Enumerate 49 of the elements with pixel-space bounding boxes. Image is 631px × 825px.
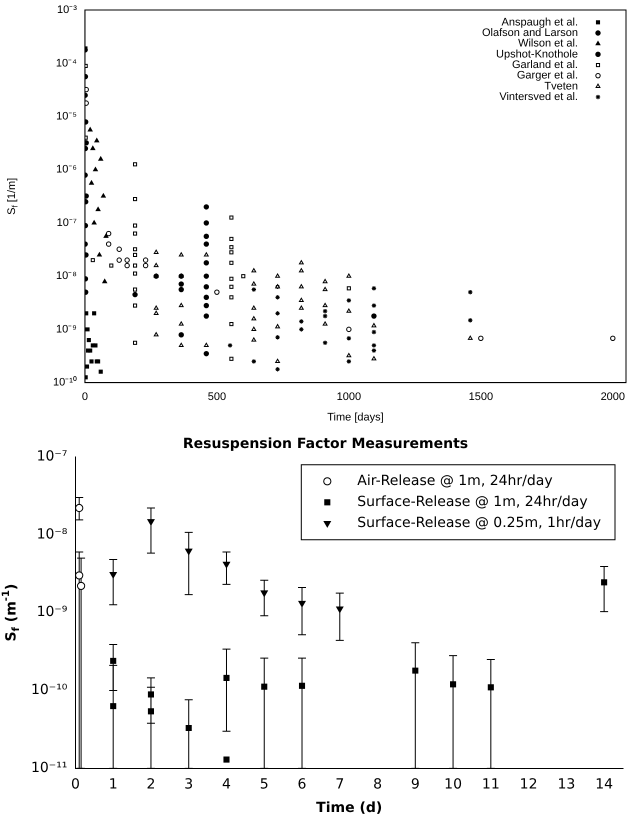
legend-label: Surface-Release @ 0.25m, 1hr/day xyxy=(357,514,601,531)
x-tick-label: 6 xyxy=(298,776,307,792)
x-tick-label: 13 xyxy=(557,776,576,792)
x-axis-title: Time [days] xyxy=(327,411,384,424)
legend-label: Olafson and Larson xyxy=(482,27,578,40)
y-tick-label: 10⁻⁶ xyxy=(56,164,77,176)
chart-title: Resuspension Factor Measurements xyxy=(182,436,468,452)
y-tick-label: 10⁻³ xyxy=(56,4,78,16)
x-tick-label: 9 xyxy=(410,776,420,792)
y-tick-label: 10⁻¹⁰ xyxy=(30,682,68,698)
x-tick-label: 2000 xyxy=(600,391,626,404)
y-tick-label: 10⁻⁹ xyxy=(56,323,77,336)
x-tick-label: 14 xyxy=(595,776,614,792)
y-tick-label: 10⁻⁷ xyxy=(36,448,68,464)
y-tick-label: 10⁻¹⁰ xyxy=(52,376,77,389)
y-tick-label: 10⁻⁹ xyxy=(36,604,68,620)
x-tick-label: 0 xyxy=(82,391,88,404)
legend-label: Surface-Release @ 1m, 24hr/day xyxy=(357,494,588,510)
legend-label: Tveten xyxy=(544,80,578,92)
x-tick-label: 5 xyxy=(260,776,269,792)
legend-label: Wilson et al. xyxy=(518,38,578,50)
x-tick-label: 2 xyxy=(146,776,156,792)
legend-label: Upshot-Knothole xyxy=(496,48,578,60)
legend-label: Garland et al. xyxy=(512,59,578,72)
x-tick-label: 8 xyxy=(373,776,382,792)
y-tick-label: 10⁻⁸ xyxy=(36,526,68,542)
legend-label: Garger et al. xyxy=(516,70,578,82)
x-tick-label: 0 xyxy=(70,776,80,792)
y-axis-title: Sf (m-1) xyxy=(0,584,22,642)
x-axis-title: Time (d) xyxy=(316,800,382,816)
x-tick-label: 500 xyxy=(208,391,226,404)
legend-label: Anspaugh et al. xyxy=(502,16,578,28)
y-tick-label: 10⁻⁵ xyxy=(56,110,77,122)
x-tick-label: 11 xyxy=(482,776,500,792)
x-tick-label: 10 xyxy=(444,776,462,792)
y-tick-label: 10⁻⁷ xyxy=(56,216,77,229)
y-tick-label: 10⁻⁸ xyxy=(56,270,77,282)
y-axis-title: Sf [1/m] xyxy=(6,178,20,215)
x-tick-label: 7 xyxy=(335,776,344,792)
x-tick-label: 3 xyxy=(184,776,194,792)
legend-label: Vintersved et al. xyxy=(499,91,578,104)
legend-label: Air-Release @ 1m, 24hr/day xyxy=(357,472,553,489)
x-tick-label: 1500 xyxy=(468,391,494,404)
x-tick-label: 4 xyxy=(222,776,232,792)
x-tick-label: 1000 xyxy=(336,391,362,404)
y-tick-label: 10⁻⁴ xyxy=(56,57,78,70)
x-tick-label: 1 xyxy=(108,776,118,792)
y-tick-label: 10⁻¹¹ xyxy=(30,760,68,776)
x-tick-label: 12 xyxy=(520,776,538,792)
